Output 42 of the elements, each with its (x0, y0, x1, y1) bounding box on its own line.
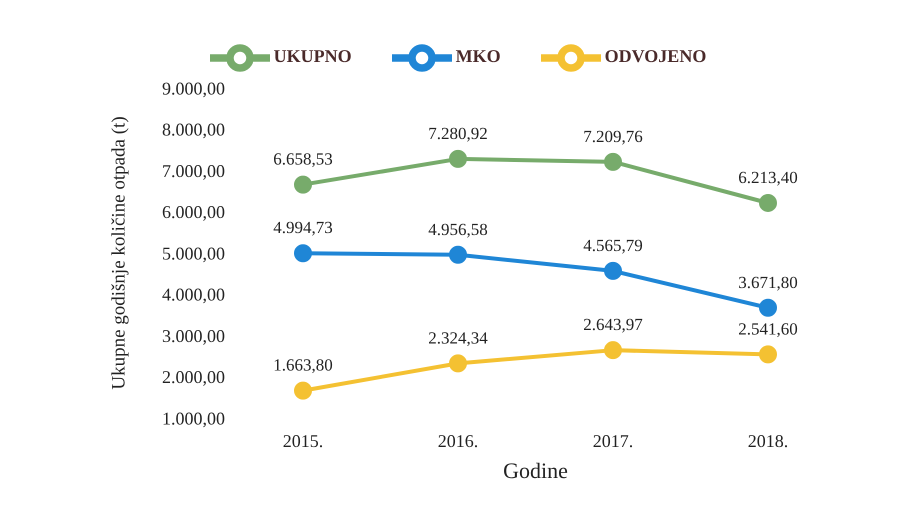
y-tick-label: 5.000,00 (162, 243, 225, 264)
y-tick-label: 9.000,00 (162, 78, 225, 98)
y-tick-label: 7.000,00 (162, 160, 225, 181)
data-label: 6.213,40 (738, 168, 798, 187)
point (759, 194, 777, 212)
point (294, 382, 312, 400)
y-axis-title: Ukupne godišnje količine otpada (t) (108, 116, 130, 390)
data-label: 2.643,97 (583, 315, 644, 334)
point (604, 152, 622, 171)
data-label: 6.658,53 (273, 150, 333, 169)
y-tick-label: 1.000,00 (162, 408, 225, 428)
x-tick-label: 2018. (748, 430, 788, 451)
x-axis-title: Godine (503, 458, 568, 483)
y-tick-label: 8.000,00 (162, 120, 225, 140)
point (449, 246, 467, 264)
y-tick-label: 2.000,00 (162, 367, 225, 388)
point (294, 176, 312, 194)
data-label: 7.280,92 (428, 124, 488, 143)
data-label: 3.671,80 (738, 272, 798, 292)
data-label: 4.956,58 (428, 220, 488, 239)
x-tick-label: 2015. (282, 430, 324, 451)
point (604, 341, 622, 360)
y-tick-label: 6.000,00 (162, 202, 225, 222)
data-label: 2.324,34 (428, 328, 488, 348)
data-label: 7.209,76 (583, 126, 643, 146)
legend-label: ODVOJENO (604, 46, 706, 66)
y-tick-label: 3.000,00 (162, 326, 225, 346)
point (449, 354, 467, 372)
data-label: 4.994,73 (273, 218, 333, 238)
point (604, 262, 622, 280)
data-label: 4.565,79 (583, 236, 643, 255)
point (449, 150, 467, 168)
x-tick-label: 2016. (438, 430, 478, 451)
point (294, 244, 312, 262)
y-tick-label: 4.000,00 (162, 284, 225, 305)
data-label: 2.541,60 (738, 319, 798, 338)
x-tick-label: 2017. (592, 430, 634, 451)
point (759, 298, 777, 317)
legend-label: UKUPNO (274, 46, 352, 66)
data-label: 1.663,80 (273, 356, 333, 375)
legend-label: MKO (456, 46, 501, 66)
point (759, 345, 777, 364)
